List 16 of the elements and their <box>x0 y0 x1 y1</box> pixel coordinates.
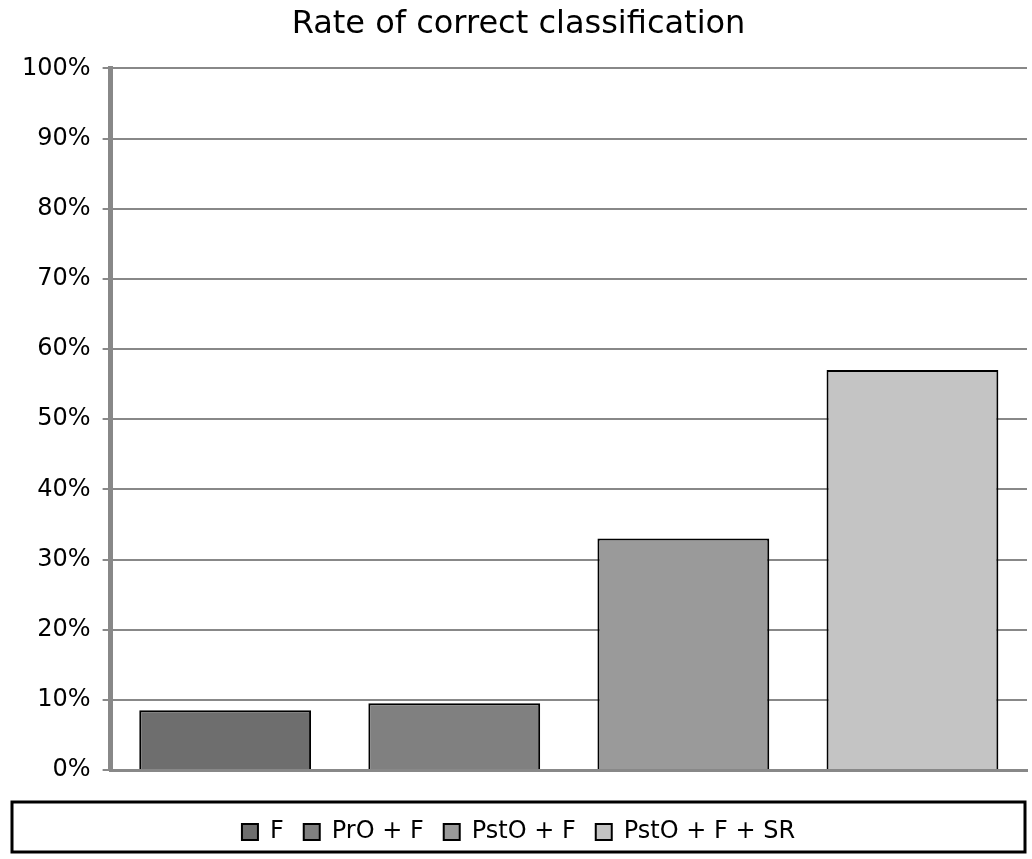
y-tick-label: 60% <box>37 333 91 362</box>
y-tick-label: 20% <box>37 613 91 642</box>
legend-label: F <box>269 816 284 845</box>
y-tick-label: 70% <box>37 263 91 292</box>
y-tick-label: 50% <box>37 403 91 432</box>
y-tick-label: 0% <box>52 754 91 783</box>
legend-label: PrO + F <box>331 816 424 845</box>
legend-label: PstO + F + SR <box>623 816 796 845</box>
y-tick-label: 40% <box>37 473 91 502</box>
y-tick-label: 90% <box>37 122 91 151</box>
y-tick-label: 100% <box>21 52 91 81</box>
y-tick-label: 80% <box>37 192 91 221</box>
legend-label: PstO + F <box>471 816 576 845</box>
y-tick-label: 30% <box>37 543 91 572</box>
y-tick-label: 10% <box>37 684 91 713</box>
chart-title: Rate of correct classification <box>291 2 746 41</box>
